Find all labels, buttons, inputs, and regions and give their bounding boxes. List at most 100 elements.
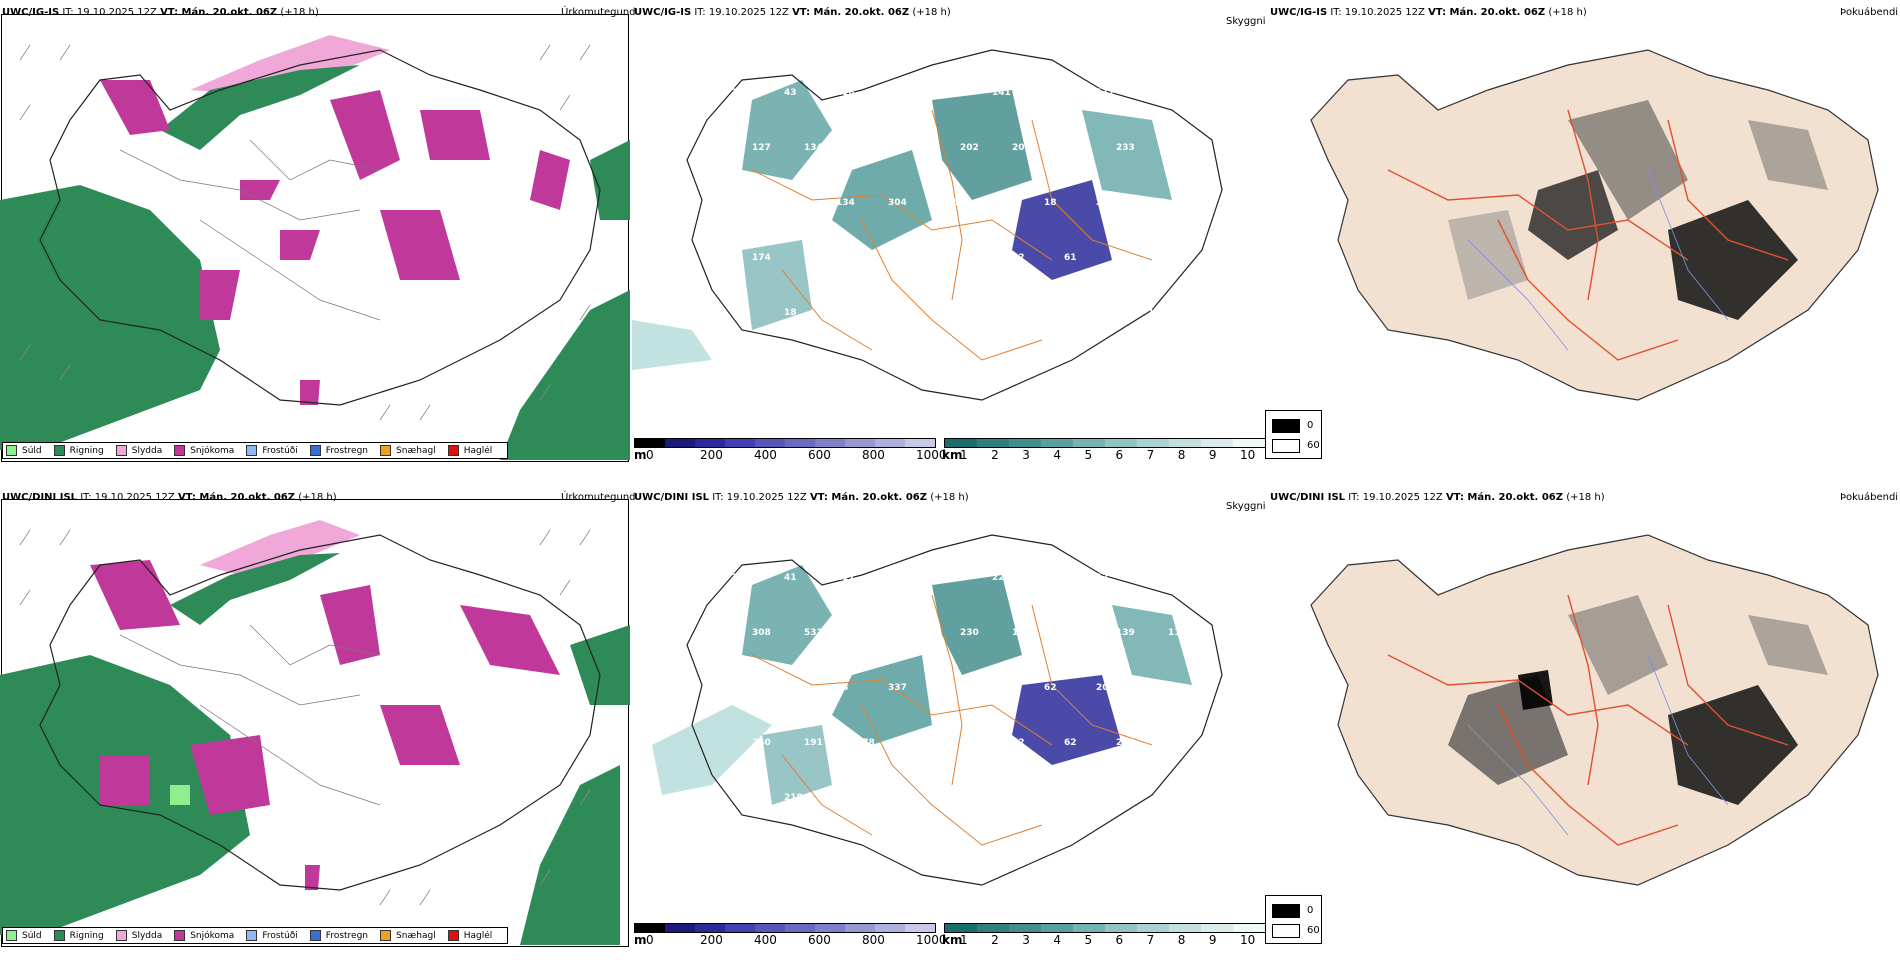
legend-label: Rigning	[69, 930, 104, 941]
colorbar-tick-label: 5	[1084, 933, 1093, 947]
colorbar-tick-label: 6	[1115, 448, 1124, 462]
fog-legend: 0 60	[1265, 895, 1322, 944]
colorbar-step	[875, 439, 905, 447]
cloud-base-value-label: 134	[804, 143, 823, 153]
legend-label: Snæhagl	[396, 930, 436, 941]
cloud-base-value-label: 191	[804, 738, 823, 748]
cloud-base-value-label: 97	[784, 683, 797, 693]
colorbar-tick-label: 9	[1208, 448, 1217, 462]
legend-label: Snæhagl	[396, 445, 436, 456]
legend-swatch	[380, 445, 392, 456]
legend-label: Slydda	[131, 930, 163, 941]
cloud-base-value-label: 69	[752, 363, 765, 373]
cloud-base-value-label: 220	[732, 88, 751, 98]
colorbar-step	[1073, 924, 1105, 932]
cloud-base-value-label: 8	[1044, 88, 1050, 98]
fog-legend-low-label: 60	[1307, 440, 1320, 451]
cloud-base-value-label: 126	[908, 253, 927, 263]
cloud-base-value-label: 233	[1116, 143, 1135, 153]
cloud-base-value-label: 196	[908, 738, 927, 748]
cloud-base-value-label: 118	[1148, 308, 1167, 318]
cloud-base-value-label: 127	[752, 143, 771, 153]
cloud-base-colorbar	[634, 438, 936, 448]
colorbar-tick-label: 600	[808, 448, 831, 462]
fog-index-panel: UWC/IG-IS IT: 19.10.2025 12Z VT: Mán. 20…	[1268, 0, 1900, 475]
colorbar-step	[845, 439, 875, 447]
cloud-base-value-label: 84	[836, 308, 849, 318]
cloud-base-value-label: 48	[1168, 143, 1181, 153]
legend-swatch	[115, 930, 127, 941]
cloud-base-value-label: 107	[1044, 308, 1063, 318]
fog-legend-high-label: 0	[1307, 905, 1314, 916]
fog-legend-low-swatch	[1272, 439, 1300, 453]
cloud-base-value-label: 316	[732, 198, 751, 208]
colorbar-tick-label: 200	[700, 448, 723, 462]
cloud-base-unit: m	[634, 933, 647, 947]
cloud-base-value-label: 121	[1044, 573, 1063, 583]
legend-item: Snæhagl	[380, 445, 436, 456]
colorbar-step	[1105, 439, 1137, 447]
legend-swatch	[309, 930, 321, 941]
colorbar-step	[977, 924, 1009, 932]
cloud-base-value-label: 58	[856, 628, 869, 638]
legend-swatch	[174, 445, 186, 456]
legend-swatch	[447, 445, 459, 456]
legend-item: Haglél	[447, 445, 492, 456]
colorbar-tick-label: 800	[862, 933, 885, 947]
visibility-unit: km	[942, 448, 963, 462]
fog-legend-high-label: 0	[1307, 420, 1314, 431]
cloud-base-value-label: 378	[856, 738, 875, 748]
legend-swatch	[6, 445, 17, 456]
cloud-base-value-label: 139	[1116, 628, 1135, 638]
colorbar-step	[905, 924, 935, 932]
visibility-panel: UWC/DINI ISL IT: 19.10.2025 12Z VT: Mán.…	[632, 485, 1268, 960]
cloud-base-value-label: 112	[1168, 628, 1187, 638]
legend-item: Snjókoma	[174, 930, 234, 941]
legend-label: Rigning	[69, 445, 104, 456]
colorbar-step	[905, 439, 935, 447]
legend-swatch	[309, 445, 321, 456]
visibility-panel: UWC/IG-IS IT: 19.10.2025 12Z VT: Mán. 20…	[632, 0, 1268, 475]
colorbar-tick-label: 7	[1146, 448, 1155, 462]
colorbar-step	[725, 924, 755, 932]
colorbar-step	[1041, 439, 1073, 447]
visibility-colorbar	[944, 923, 1266, 933]
colorbar-tick-label: 400	[754, 448, 777, 462]
colorbar-step	[945, 924, 977, 932]
fog-map	[1310, 49, 1879, 401]
legend-item: Rigning	[53, 930, 104, 941]
cloud-base-value-label: 134	[836, 198, 855, 208]
legend-item: Frostregn	[309, 445, 368, 456]
colorbar-tick-label: 4	[1053, 448, 1061, 462]
cloud-base-value-label: 179	[1064, 628, 1083, 638]
colorbar-tick-label: 200	[700, 933, 723, 947]
cloud-base-value-label: 188	[1148, 198, 1167, 208]
colorbar-step	[1105, 924, 1137, 932]
colorbar-tick-label: 3	[1022, 448, 1030, 462]
legend-item: Frostúði	[246, 930, 298, 941]
legend-item: Frostregn	[309, 930, 368, 941]
cloud-base-value-label: 240	[752, 738, 771, 748]
colorbar-step	[875, 924, 905, 932]
colorbar-step	[635, 924, 665, 932]
cloud-base-value-label: 41	[784, 573, 797, 583]
cloud-base-value-label: 59	[784, 198, 797, 208]
cloud-base-value-label: 19	[732, 308, 745, 318]
colorbar-tick-label: 9	[1208, 933, 1217, 947]
fog-map	[1310, 534, 1879, 886]
precip-map	[0, 35, 630, 460]
cloud-base-value-label: 206	[1012, 143, 1031, 153]
cloud-base-value-label: 48	[940, 683, 953, 693]
cloud-base-value-label: 485	[940, 308, 959, 318]
colorbar-tick-label: 0	[646, 448, 654, 462]
legend-label: Slydda	[131, 445, 163, 456]
cloud-base-value-label: 161	[1012, 628, 1031, 638]
cloud-base-unit: m	[634, 448, 647, 462]
cloud-base-value-label: 217	[836, 573, 855, 583]
cloud-base-value-label: 92	[1012, 253, 1025, 263]
cloud-base-value-label: 97	[1116, 253, 1129, 263]
colorbar-step	[1233, 439, 1265, 447]
row-top: UWC/IG-IS IT: 19.10.2025 12Z VT: Mán. 20…	[0, 0, 1900, 475]
legend-swatch	[447, 930, 459, 941]
legend-swatch	[53, 445, 65, 456]
